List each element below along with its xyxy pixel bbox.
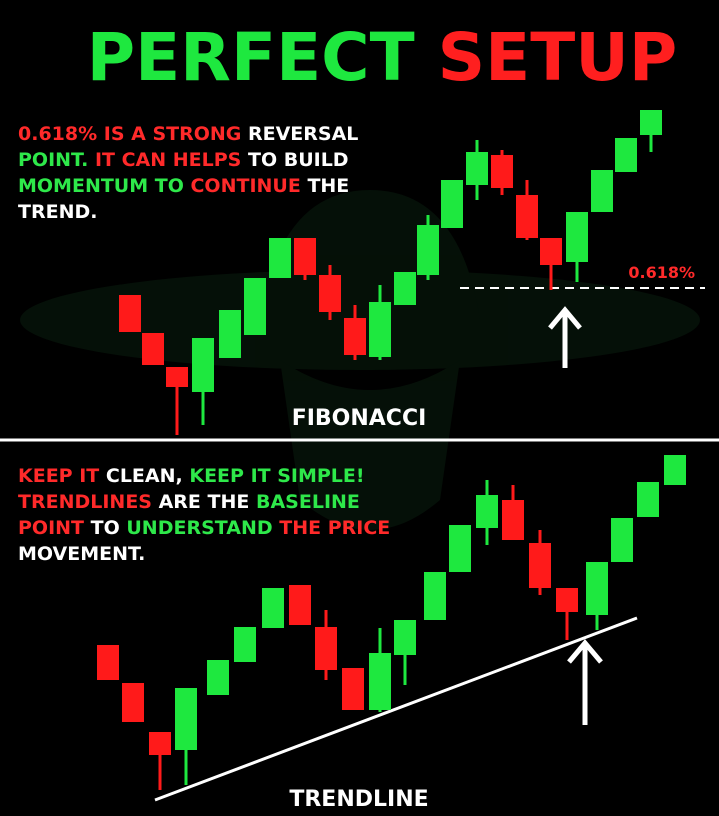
candle-body — [122, 683, 144, 722]
text-segment: REVERSAL — [241, 123, 358, 145]
candle-body — [640, 110, 662, 135]
candle-body — [394, 620, 416, 655]
text-segment: MOMENTUM TO — [18, 175, 184, 197]
candle-body — [394, 272, 416, 305]
candle-body — [476, 495, 498, 528]
text-line: 0.618% IS A STRONG REVERSAL — [18, 123, 358, 145]
candle-body — [149, 732, 171, 755]
fib-level-label: 0.618% — [628, 263, 695, 282]
candle-body — [516, 195, 538, 238]
candle-body — [502, 500, 524, 540]
candle-body — [175, 688, 197, 750]
candle-body — [540, 238, 562, 265]
text-segment: UNDERSTAND — [120, 517, 273, 539]
title: PERFECT SETUP — [0, 19, 719, 96]
candle-body — [192, 338, 214, 392]
candle-body — [466, 152, 488, 185]
trendline — [154, 616, 638, 802]
text-segment: TRENDLINES — [18, 491, 152, 513]
candle-body — [315, 627, 337, 670]
text-segment: CLEAN, — [99, 465, 182, 487]
text-segment: KEEP IT — [18, 465, 99, 487]
candle-body — [417, 225, 439, 275]
text-segment: MOVEMENT. — [18, 543, 145, 565]
candle-body — [591, 170, 613, 212]
candle-body — [234, 627, 256, 662]
caption: FIBONACCI — [292, 406, 427, 431]
text-line: MOVEMENT. — [18, 543, 145, 565]
candle-body — [319, 275, 341, 312]
text-segment: BASELINE — [249, 491, 360, 513]
candle-body — [615, 138, 637, 172]
text-segment: TREND. — [18, 201, 97, 223]
candle-body — [369, 302, 391, 357]
text-line: MOMENTUM TO CONTINUE THE — [18, 175, 349, 197]
text-line: TREND. — [18, 201, 97, 223]
candle-body — [269, 238, 291, 278]
candle-body — [424, 572, 446, 620]
candle-body — [289, 585, 311, 625]
text-segment: TO BUILD — [241, 149, 348, 171]
candle-body — [566, 212, 588, 262]
candle-body — [142, 333, 164, 365]
candle-body — [529, 543, 551, 588]
candle-body — [441, 180, 463, 228]
candle-body — [119, 295, 141, 332]
candle-body — [369, 653, 391, 710]
text-segment: ARE THE — [152, 491, 249, 513]
text-segment: IT CAN HELPS — [88, 149, 241, 171]
title-part: SETUP — [415, 19, 678, 96]
candle-body — [207, 660, 229, 695]
text-line: KEEP IT CLEAN, KEEP IT SIMPLE! — [18, 465, 365, 487]
text-segment: POINT. — [18, 149, 88, 171]
title-part: PERFECT — [87, 19, 415, 96]
candles — [97, 110, 686, 790]
candle-body — [611, 518, 633, 562]
candle-body — [586, 562, 608, 615]
arrow — [567, 639, 603, 725]
candle-body — [344, 318, 366, 355]
text-segment: CONTINUE — [184, 175, 301, 197]
text-line: POINT. IT CAN HELPS TO BUILD — [18, 149, 349, 171]
caption: TRENDLINE — [289, 787, 428, 812]
candle-body — [166, 367, 188, 387]
text-segment: 0.618% IS A STRONG — [18, 123, 241, 145]
candle-body — [449, 525, 471, 572]
candle-body — [664, 455, 686, 485]
candle-body — [294, 238, 316, 275]
text-segment: THE PRICE — [273, 517, 391, 539]
candle-body — [244, 278, 266, 335]
candle-body — [491, 155, 513, 188]
candle-body — [219, 310, 241, 358]
text-line: POINT TO UNDERSTAND THE PRICE — [18, 517, 390, 539]
candle-body — [342, 668, 364, 710]
arrow — [548, 306, 582, 368]
text-segment: THE — [301, 175, 349, 197]
text-segment: TO — [84, 517, 120, 539]
candle-body — [556, 588, 578, 612]
candle-body — [97, 645, 119, 680]
text-line: TRENDLINES ARE THE BASELINE — [18, 491, 360, 513]
text-segment: KEEP IT SIMPLE! — [183, 465, 365, 487]
candle-body — [637, 482, 659, 517]
text-segment: POINT — [18, 517, 84, 539]
candle-body — [262, 588, 284, 628]
panel-texts: 0.618% IS A STRONG REVERSAL POINT. IT CAN… — [18, 123, 390, 565]
